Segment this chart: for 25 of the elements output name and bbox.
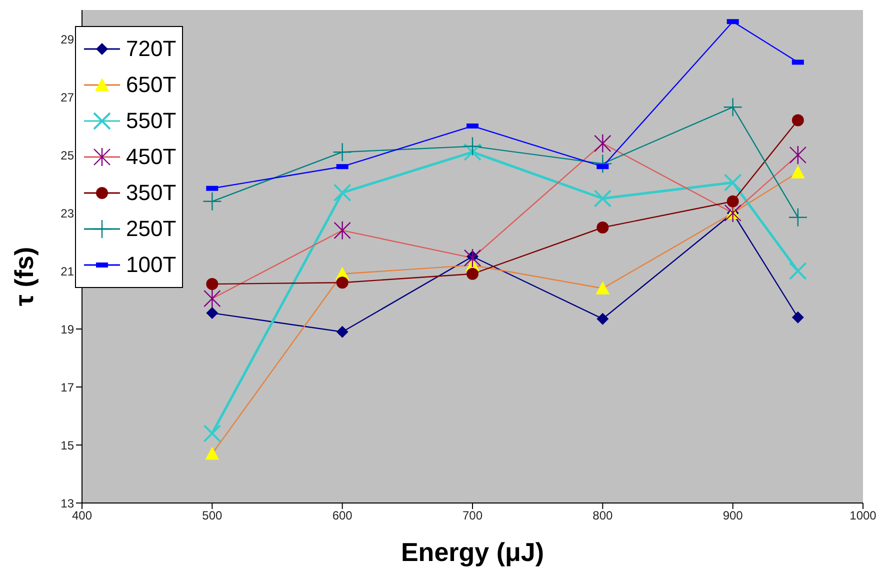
x-axis-title: Energy (μJ) [400, 537, 544, 567]
y-tick-label: 17 [60, 380, 74, 394]
legend-label: 350T [126, 180, 176, 206]
x-tick-label: 800 [592, 508, 613, 523]
y-tick-label: 21 [60, 264, 74, 278]
x-tick-label: 600 [332, 508, 353, 523]
y-tick-label: 27 [60, 90, 74, 104]
legend-label: 650T [126, 72, 176, 98]
y-axis-title: τ (fs) [9, 246, 40, 306]
y-tick-label: 25 [60, 148, 74, 162]
x-tick-label: 1000 [850, 508, 877, 523]
legend-label: 250T [126, 216, 176, 242]
y-tick-label: 29 [60, 32, 74, 46]
y-tick-label: 13 [60, 496, 74, 510]
x-tick-label: 400 [72, 508, 92, 523]
x-tick-label: 700 [462, 508, 483, 523]
legend-label: 550T [126, 108, 176, 134]
x-tick-label: 500 [202, 508, 222, 523]
x-tick-label: 900 [722, 508, 744, 523]
y-tick-label: 23 [60, 206, 74, 220]
legend-label: 720T [126, 36, 176, 62]
y-tick-label: 15 [60, 438, 74, 452]
y-tick-label: 19 [60, 322, 74, 336]
legend-label: 450T [126, 144, 176, 170]
legend-label: 100T [126, 252, 176, 278]
